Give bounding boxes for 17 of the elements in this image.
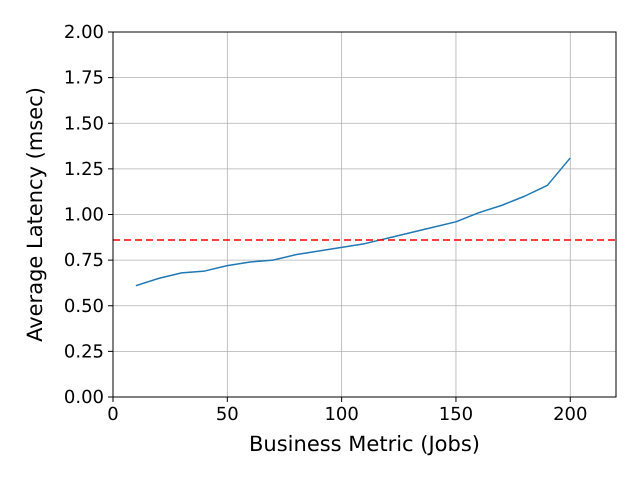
y-tick-label: 1.50: [64, 113, 104, 134]
y-tick-label: 2.00: [64, 22, 104, 43]
y-tick-label: 0.75: [64, 250, 104, 272]
y-tick-label: 1.25: [64, 158, 104, 180]
x-tick-label: 150: [438, 404, 474, 425]
y-tick-label: 1.75: [64, 68, 104, 89]
x-tick-label: 50: [216, 404, 239, 425]
y-tick-label: 0.00: [64, 387, 104, 408]
y-tick-label: 1.00: [64, 204, 104, 226]
x-tick-label: 100: [324, 404, 359, 425]
x-tick-label: 200: [553, 404, 588, 425]
y-tick-label: 0.25: [64, 341, 104, 362]
y-tick-label: 0.50: [64, 296, 104, 317]
line-series: [135, 157, 572, 286]
x-tick-label: 0: [107, 404, 119, 425]
y-axis-title: Average Latency (msec): [23, 87, 47, 342]
x-axis-title: Business Metric (Jobs): [249, 432, 480, 456]
